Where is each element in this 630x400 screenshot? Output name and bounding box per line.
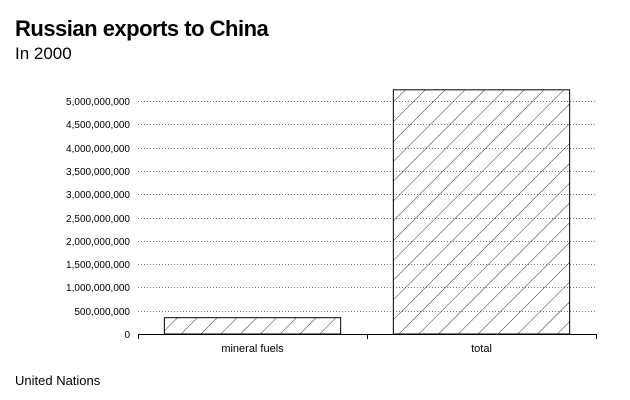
y-axis-tick-labels: 0 500,000,000 1,000,000,000 1,500,000,000 2,…: [66, 97, 130, 341]
bars: [163, 89, 571, 335]
y-tick-label: 4,000,000,000: [66, 144, 130, 155]
y-tick-label: 1,000,000,000: [66, 283, 130, 294]
x-axis-category-labels: mineral fuels total: [221, 343, 492, 355]
x-category-label: mineral fuels: [221, 343, 284, 355]
chart-title: Russian exports to China: [15, 16, 269, 41]
y-tick-label: 2,500,000,000: [66, 214, 130, 225]
x-category-label: total: [471, 343, 492, 355]
bar-total: [392, 89, 571, 335]
y-tick-label: 1,500,000,000: [66, 260, 130, 271]
y-tick-label: 5,000,000,000: [66, 97, 130, 108]
y-tick-label: 2,000,000,000: [66, 237, 130, 248]
y-tick-label: 3,000,000,000: [66, 190, 130, 201]
x-axis: [138, 334, 597, 339]
bar-mineral-fuels: [163, 317, 342, 335]
y-tick-label: 0: [124, 330, 130, 341]
chart-subtitle: In 2000: [15, 44, 72, 63]
source-note: United Nations: [15, 373, 101, 388]
y-tick-label: 4,500,000,000: [66, 120, 130, 131]
y-tick-label: 500,000,000: [74, 307, 130, 318]
y-tick-label: 3,500,000,000: [66, 167, 130, 178]
